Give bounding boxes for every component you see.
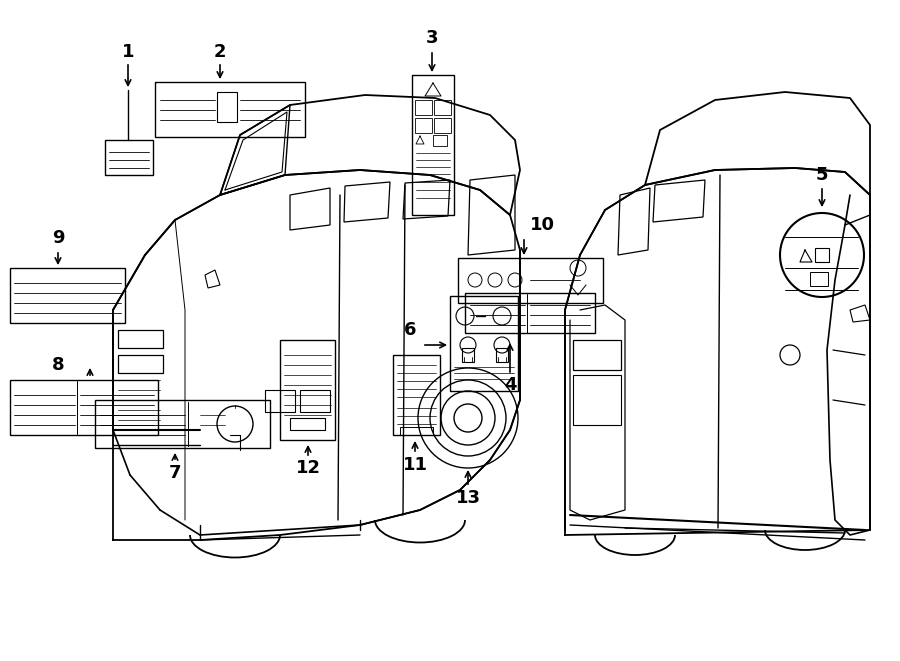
Text: 4: 4	[504, 376, 517, 394]
Bar	[434, 118, 451, 133]
Bar	[815, 248, 829, 262]
Bar	[10, 268, 125, 323]
Bar	[118, 330, 163, 348]
Bar	[573, 340, 621, 370]
Text: 6: 6	[404, 321, 416, 339]
Bar	[280, 340, 335, 440]
Text: 12: 12	[295, 459, 320, 477]
Bar	[810, 272, 828, 286]
Bar	[496, 348, 508, 362]
Text: 2: 2	[214, 43, 226, 61]
Bar	[265, 390, 295, 412]
Bar	[462, 348, 474, 362]
Text: 9: 9	[52, 229, 64, 247]
Bar	[290, 418, 325, 430]
Text: 5: 5	[815, 166, 828, 184]
Bar	[300, 390, 330, 412]
Text: 10: 10	[529, 216, 554, 234]
Bar	[434, 100, 451, 115]
Bar	[573, 375, 621, 425]
Text: 1: 1	[122, 43, 134, 61]
Text: 8: 8	[51, 356, 64, 374]
Bar	[415, 100, 432, 115]
Bar	[415, 118, 432, 133]
Bar	[465, 293, 595, 333]
Bar	[118, 355, 163, 373]
Bar	[105, 140, 153, 175]
Text: 3: 3	[426, 29, 438, 47]
Bar	[458, 258, 603, 303]
Bar	[400, 427, 433, 435]
Text: 11: 11	[402, 456, 428, 474]
Bar	[450, 296, 518, 391]
Bar	[393, 355, 440, 435]
Bar	[217, 92, 237, 122]
Bar	[155, 82, 305, 137]
Bar	[10, 380, 158, 435]
Bar	[412, 75, 454, 215]
Text: 13: 13	[455, 489, 481, 507]
Bar	[433, 135, 447, 146]
Text: 7: 7	[169, 464, 181, 482]
Bar	[95, 400, 270, 448]
